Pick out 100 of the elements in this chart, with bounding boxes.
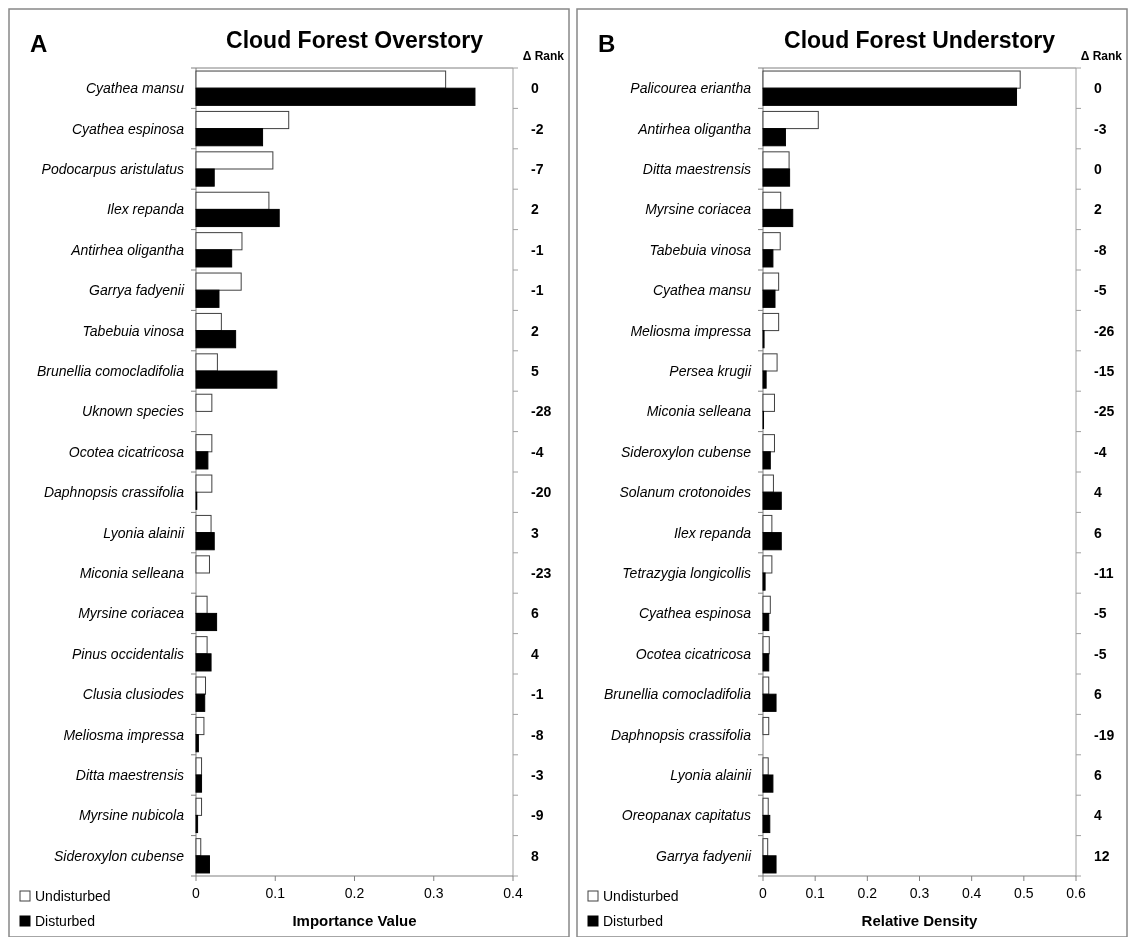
y-tick-label: Miconia selleana: [79, 565, 185, 581]
y-tick-label: Cyathea espinosa: [638, 605, 752, 622]
bar: [195, 151, 274, 170]
y-tick-label: Garrya fadyenii: [89, 282, 185, 299]
bar: [195, 636, 208, 655]
bar: [762, 636, 770, 655]
y-tick-label: Persea krugii: [669, 363, 752, 379]
bar: [762, 757, 769, 776]
text: -3: [1094, 120, 1107, 137]
bar: [195, 232, 243, 251]
text: -2: [531, 120, 544, 137]
bar: [762, 451, 771, 470]
text: 6: [1094, 524, 1102, 541]
bar: [762, 272, 780, 291]
x-tick-label: 0.3: [424, 885, 444, 901]
bar: [762, 572, 766, 591]
bar: [762, 814, 771, 834]
bar: [762, 716, 770, 736]
bar: [195, 393, 213, 412]
y-tick-label: Lyonia alainii: [670, 767, 752, 783]
bar: [195, 191, 270, 210]
text: 4: [531, 645, 539, 662]
chart-title: Cloud Forest Overstory: [226, 27, 484, 53]
chart-title: Cloud Forest Understory: [784, 27, 1056, 53]
bar: [762, 232, 781, 251]
text: 6: [1094, 686, 1102, 703]
text: -11: [1094, 565, 1114, 581]
legend-label: Disturbed: [603, 913, 663, 929]
x-axis-title: Importance Value: [292, 912, 417, 929]
y-tick-label: Tetrazygia longicollis: [622, 565, 751, 581]
bar: [762, 491, 782, 510]
y-tick-label: Oreopanax capitatus: [621, 807, 751, 824]
text: 0: [1094, 80, 1102, 97]
bar: [762, 532, 782, 551]
text: Δ Rank: [1080, 49, 1123, 63]
x-tick-label: 0.1: [805, 885, 826, 901]
text: 5: [531, 363, 539, 379]
y-tick-label: Meliosma impressa: [630, 322, 752, 339]
bar: [762, 855, 777, 874]
bar: [762, 370, 767, 389]
text: -9: [531, 807, 544, 824]
bar: [195, 734, 199, 753]
x-tick-label: 0.1: [265, 885, 286, 901]
legend-label: Undisturbed: [35, 888, 111, 904]
bar: [762, 168, 791, 187]
bar: [762, 191, 782, 210]
bar: [195, 110, 290, 130]
text: A: [30, 30, 48, 57]
bar: [762, 653, 770, 672]
y-tick-label: Ocotea cicatricosa: [635, 645, 752, 662]
y-tick-label: Tabebuia vinosa: [82, 322, 185, 339]
text: 2: [531, 201, 539, 218]
bar: [762, 434, 775, 453]
bar: [762, 128, 786, 147]
bar: [762, 70, 1021, 89]
bar: [762, 555, 773, 574]
bar: [195, 272, 242, 291]
bar: [195, 774, 203, 793]
y-tick-label: Cyathea espinosa: [71, 120, 185, 137]
text: -1: [531, 282, 544, 299]
y-tick-label: Daphnopsis crassifolia: [610, 726, 752, 743]
y-tick-label: Antirhea oligantha: [70, 241, 185, 258]
bar: [195, 532, 215, 551]
x-tick-label: 0.4: [503, 885, 523, 901]
text: Δ Rank: [522, 49, 565, 63]
bar: [762, 110, 819, 130]
bar: [195, 676, 207, 695]
x-tick-label: 0.2: [344, 885, 365, 901]
bar: [762, 595, 771, 614]
legend-label: Undisturbed: [603, 888, 679, 904]
y-tick-label: Ocotea cicatricosa: [68, 443, 185, 460]
legend-label: Disturbed: [35, 913, 95, 929]
text: 2: [531, 322, 539, 339]
bar: [195, 757, 203, 776]
y-tick-label: Ditta maestrensis: [75, 767, 184, 783]
text: 0: [1094, 161, 1102, 177]
bar: [762, 514, 773, 534]
text: -23: [531, 565, 552, 581]
bar: [762, 353, 778, 372]
y-tick-label: Ilex repanda: [673, 524, 752, 541]
bar: [195, 353, 218, 372]
bar: [195, 838, 202, 857]
bar: [195, 70, 447, 89]
text: 6: [1094, 767, 1102, 783]
x-tick-label: 0: [759, 885, 768, 901]
bar: [762, 774, 774, 793]
y-tick-label: Clusia clusiodes: [82, 686, 184, 703]
y-tick-label: Sideroxylon cubense: [621, 443, 752, 460]
text: -1: [531, 241, 544, 258]
bar: [762, 312, 780, 332]
y-tick-label: Brunellia comocladifolia: [603, 686, 752, 703]
x-tick-label: 0: [192, 885, 201, 901]
bar: [762, 393, 775, 412]
bar: [762, 249, 774, 268]
y-tick-label: Cyathea mansu: [652, 282, 752, 299]
bar: [762, 797, 769, 816]
y-tick-label: Ditta maestrensis: [642, 161, 751, 177]
y-tick-label: Myrsine nubicola: [78, 807, 185, 824]
text: -15: [1094, 363, 1115, 379]
y-tick-label: Lyonia alainii: [103, 524, 185, 541]
